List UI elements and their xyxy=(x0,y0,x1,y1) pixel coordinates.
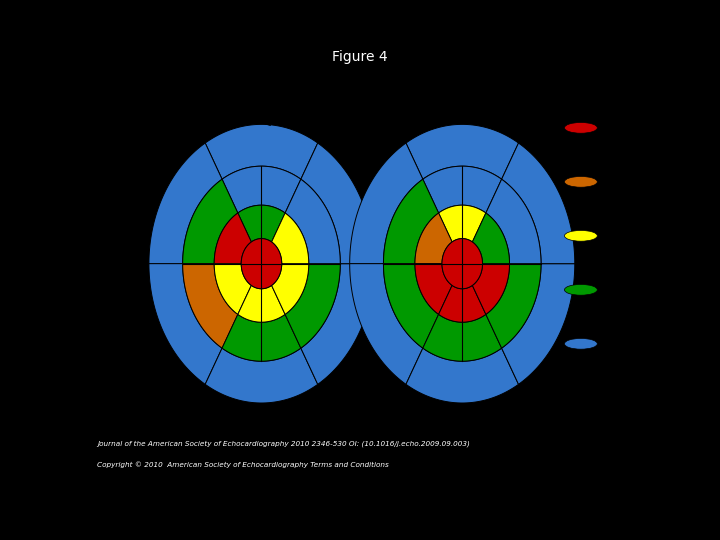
Polygon shape xyxy=(214,213,251,264)
Text: Group 2: Group 2 xyxy=(437,93,500,107)
Ellipse shape xyxy=(564,339,598,349)
Polygon shape xyxy=(350,143,423,264)
Polygon shape xyxy=(285,179,341,264)
Text: Figure 4: Figure 4 xyxy=(332,50,388,64)
Polygon shape xyxy=(406,348,518,403)
Text: Group 1: Group 1 xyxy=(224,93,287,107)
Polygon shape xyxy=(486,264,541,348)
Polygon shape xyxy=(301,143,374,264)
Polygon shape xyxy=(438,205,486,242)
Polygon shape xyxy=(423,314,502,361)
Text: <1: <1 xyxy=(616,339,632,349)
Polygon shape xyxy=(222,166,301,213)
Text: >1-1.5: >1-1.5 xyxy=(616,285,654,295)
Polygon shape xyxy=(149,143,222,264)
Text: ant sept: ant sept xyxy=(266,105,382,125)
Polygon shape xyxy=(285,264,341,348)
Polygon shape xyxy=(406,124,518,179)
Polygon shape xyxy=(415,264,452,314)
Ellipse shape xyxy=(564,285,598,295)
Text: Copyright © 2010  American Society of Echocardiography Terms and Conditions: Copyright © 2010 American Society of Ech… xyxy=(97,462,389,468)
Polygon shape xyxy=(271,213,309,264)
Ellipse shape xyxy=(564,231,598,241)
Ellipse shape xyxy=(564,123,598,133)
Polygon shape xyxy=(350,264,423,384)
Polygon shape xyxy=(438,286,486,322)
Polygon shape xyxy=(205,348,318,403)
Polygon shape xyxy=(205,124,318,179)
Polygon shape xyxy=(149,264,222,384)
Text: lat: lat xyxy=(621,321,635,332)
Text: >1.5-2: >1.5-2 xyxy=(616,231,654,241)
Polygon shape xyxy=(486,179,541,264)
Polygon shape xyxy=(502,264,575,384)
Text: >2-2.5: >2-2.5 xyxy=(616,177,654,187)
Text: Journal of the American Society of Echocardiography 2010 2346-530 OI: (10.1016/j: Journal of the American Society of Echoc… xyxy=(97,440,470,447)
Polygon shape xyxy=(423,166,502,213)
Polygon shape xyxy=(301,264,374,384)
Polygon shape xyxy=(384,264,438,348)
Polygon shape xyxy=(222,314,301,361)
Polygon shape xyxy=(502,143,575,264)
Polygon shape xyxy=(241,239,282,289)
Text: post: post xyxy=(250,407,274,417)
Polygon shape xyxy=(442,239,482,289)
Text: sept: sept xyxy=(108,210,132,220)
Polygon shape xyxy=(183,264,238,348)
Polygon shape xyxy=(238,286,285,322)
Text: inf: inf xyxy=(108,321,122,332)
Polygon shape xyxy=(271,264,309,314)
Polygon shape xyxy=(183,179,238,264)
Ellipse shape xyxy=(564,177,598,187)
Polygon shape xyxy=(214,264,251,314)
Polygon shape xyxy=(238,205,285,242)
Polygon shape xyxy=(472,264,510,314)
Text: ant: ant xyxy=(621,182,639,192)
Text: >2.5: >2.5 xyxy=(616,123,642,133)
Polygon shape xyxy=(472,213,510,264)
Polygon shape xyxy=(384,179,438,264)
Polygon shape xyxy=(415,213,452,264)
